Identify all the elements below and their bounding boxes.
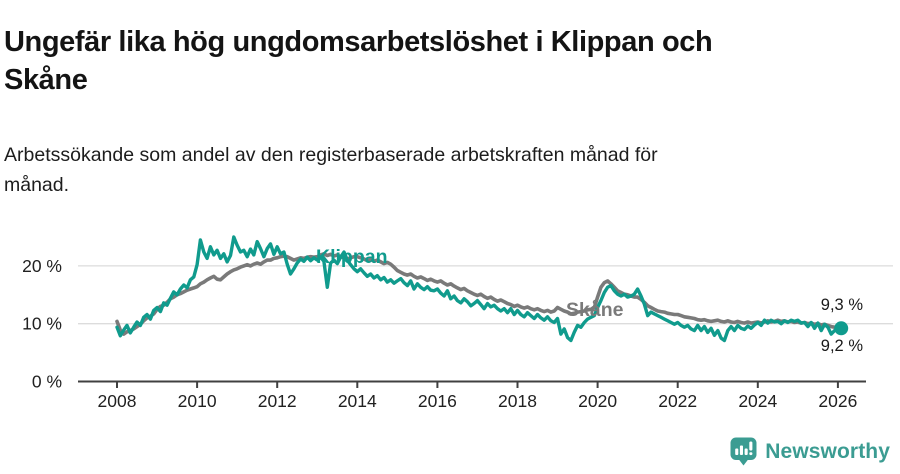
series-line-klippan [115,235,843,343]
x-tick-label-2008: 2008 [98,391,137,411]
x-tick-label-2020: 2020 [578,391,617,411]
x-tick-label-2018: 2018 [498,391,537,411]
x-tick-label-2014: 2014 [338,391,377,411]
newsworthy-logo-icon [730,437,757,466]
x-tick-label-2012: 2012 [258,391,297,411]
x-tick-label-2010: 2010 [178,391,217,411]
y-tick-label-20: 20 % [22,256,62,276]
x-tick-label-2026: 2026 [818,391,857,411]
y-tick-label-10: 10 % [22,314,62,334]
page-title-line-1: Ungefär lika hög ungdomsarbetslöshet i K… [4,26,713,59]
x-tick-label-2022: 2022 [658,391,697,411]
end-value-label-skåne: 9,3 % [821,296,864,314]
page-title-line-2: Skåne [4,64,88,97]
series-label-skåne: Skåne [566,298,624,321]
newsworthy-brand-name: Newsworthy [765,439,890,463]
end-dot-klippan [834,321,849,336]
series-label-klippan: Klippan [316,246,388,268]
chart-subtitle: Arbetssökande som andel av den registerb… [4,140,864,200]
bar-chart-bubble-icon [730,437,757,466]
chart-subtitle-line-1: Arbetssökande som andel av den registerb… [4,143,658,166]
x-tick-label-2016: 2016 [418,391,457,411]
series-line-skåne [115,252,844,336]
y-tick-label-0: 0 % [32,372,62,392]
newsworthy-brand: Newsworthy [730,437,890,466]
chart-subtitle-line-2: månad. [4,173,70,196]
x-tick-label-2024: 2024 [738,391,777,411]
end-value-label-klippan: 9,2 % [821,337,864,355]
page-title: Ungefär lika hög ungdomsarbetslöshet i K… [4,23,864,99]
